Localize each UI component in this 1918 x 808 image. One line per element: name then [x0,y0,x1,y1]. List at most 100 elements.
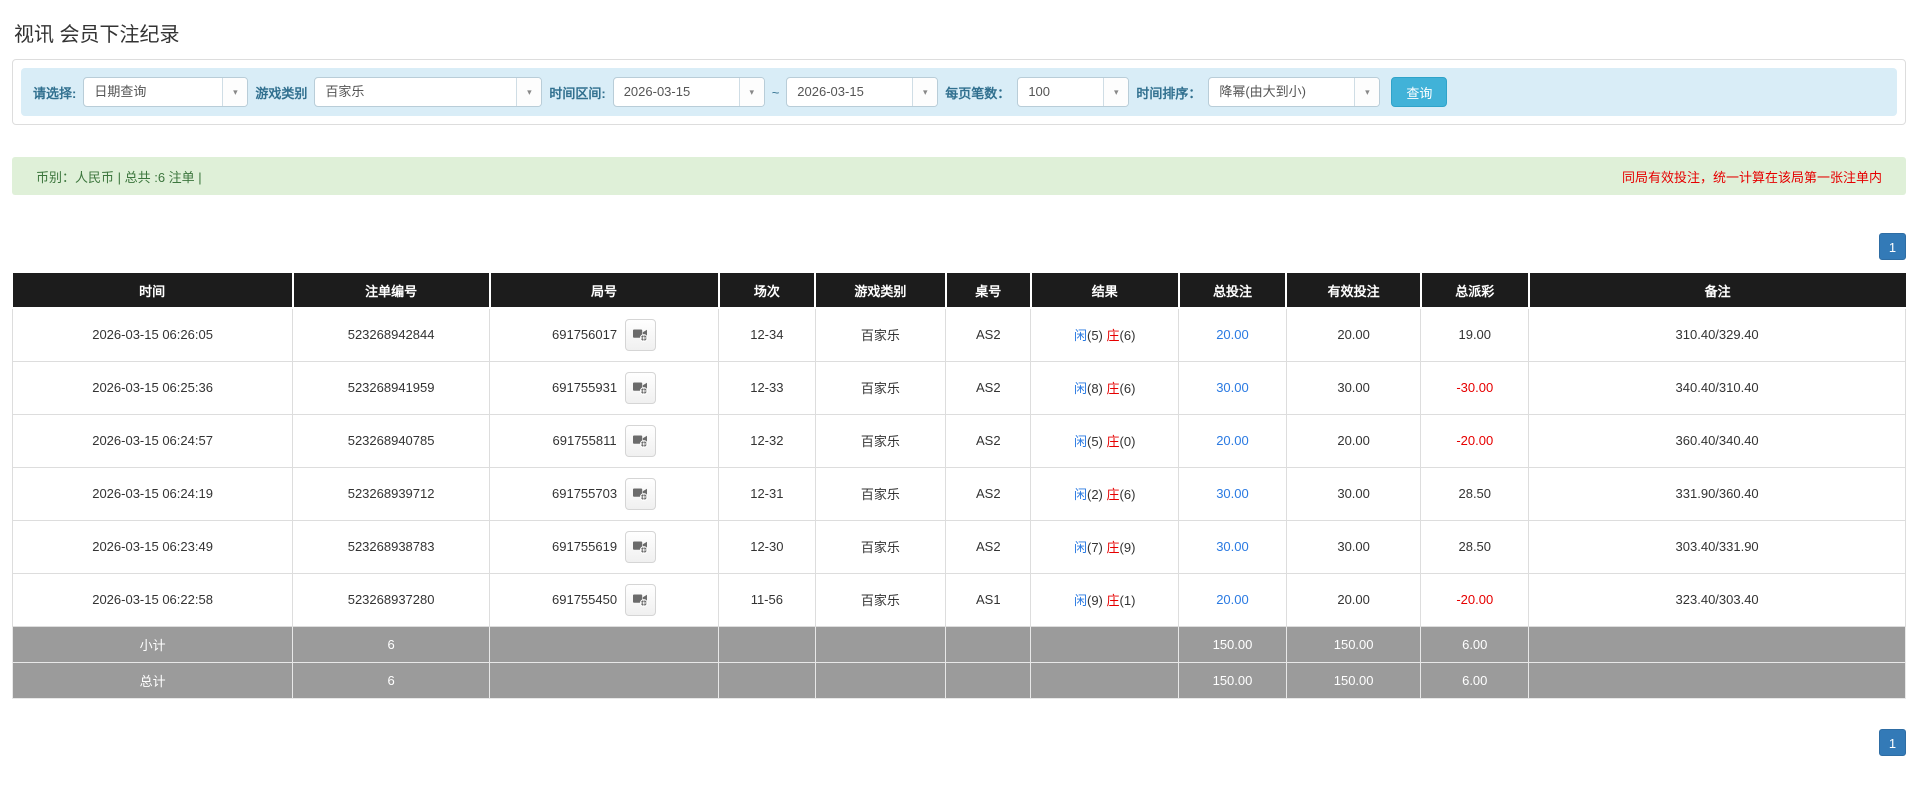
date-from-select[interactable]: 2026-03-15 ▾ [612,77,765,107]
result-banker-label: 庄 [1106,540,1120,555]
subtotal-valid-bet: 150.00 [1285,625,1422,663]
currency-total-text: 币别：人民币 | 总共 :6 注单 | [36,169,202,185]
cell-valid-bet: 30.00 [1285,360,1422,415]
table-row: 2026-03-15 06:24:57 523268940785 6917558… [11,413,1906,468]
result-player-label: 闲 [1073,487,1087,502]
chevron-down-icon[interactable]: ▾ [222,78,248,106]
cell-time: 2026-03-15 06:23:49 [11,519,294,574]
cell-total-bet: 20.00 [1178,413,1287,468]
cell-game-type: 百家乐 [814,572,947,627]
page-1-button[interactable]: 1 [1879,728,1906,756]
subtotal-row: 小计 6 150.00 150.00 6.00 [11,625,1906,663]
rule-note-text: 同局有效投注，统一计算在该局第一张注单内 [1621,169,1882,185]
result-banker-label: 庄 [1106,487,1120,502]
summary-bar: 币别：人民币 | 总共 :6 注单 | 同局有效投注，统一计算在该局第一张注单内 [12,157,1906,195]
search-button[interactable]: 查询 [1391,77,1448,107]
total-bet-link[interactable]: 30.00 [1216,539,1249,554]
total-bet-link[interactable]: 20.00 [1216,592,1249,607]
chevron-down-icon[interactable]: ▾ [912,78,938,106]
result-banker-label: 庄 [1106,381,1120,396]
page-1-button[interactable]: 1 [1879,233,1906,260]
result-player-label: 闲 [1073,540,1087,555]
sort-select[interactable]: 降幂(由大到小) ▾ [1208,77,1381,107]
date-to-select[interactable]: 2026-03-15 ▾ [786,77,939,107]
cell-total-bet: 30.00 [1178,466,1287,521]
col-header-4: 游戏类别 [814,273,947,309]
cell-round-id: 691755450 [489,572,720,627]
chevron-down-icon[interactable]: ▾ [1103,78,1129,106]
video-replay-button[interactable] [625,371,657,404]
chevron-down-icon[interactable]: ▾ [1354,78,1380,106]
page-size-value: 100 [1028,84,1051,99]
cell-payout: 28.50 [1420,466,1530,521]
cell-bet-id: 523268941959 [292,360,491,415]
cell-bet-id: 523268938783 [292,519,491,574]
subtotal-count: 6 [292,625,491,663]
col-header-0: 时间 [12,273,294,309]
total-total-bet: 150.00 [1178,661,1287,699]
video-replay-button[interactable] [625,318,657,351]
chevron-down-icon[interactable]: ▾ [516,78,542,106]
cell-time: 2026-03-15 06:26:05 [11,307,294,362]
cell-session: 12-33 [718,360,816,415]
video-replay-button[interactable] [625,583,657,616]
cell-remark: 331.90/360.40 [1528,466,1906,521]
video-replay-button[interactable] [624,424,656,457]
cell-payout: -20.00 [1420,572,1530,627]
query-type-select[interactable]: 日期查询 ▾ [83,77,249,107]
pagination-top: 1 [12,233,1906,260]
cell-payout: -20.00 [1420,413,1530,468]
cell-total-bet: 20.00 [1178,572,1287,627]
filter-bar: 请选择: 日期查询 ▾ 游戏类别 百家乐 ▾ 时间区间: 2026-03-15 … [21,68,1897,116]
total-bet-link[interactable]: 20.00 [1216,327,1249,343]
cell-remark: 323.40/303.40 [1528,572,1906,627]
col-header-1: 注单编号 [291,273,491,309]
cell-result: 闲(7) 庄(9) [1030,519,1180,574]
cell-round-id: 691755703 [489,466,720,521]
query-type-value: 日期查询 [94,84,147,99]
cell-valid-bet: 30.00 [1285,466,1422,521]
total-bet-link[interactable]: 30.00 [1216,380,1249,395]
film-camera-icon [633,382,648,395]
cell-time: 2026-03-15 06:22:58 [11,572,294,627]
cell-bet-id: 523268940785 [292,413,491,468]
page-title: 视讯 会员下注纪录 [14,24,180,46]
cell-valid-bet: 30.00 [1285,519,1422,574]
total-valid-bet: 150.00 [1285,661,1422,699]
film-camera-icon [633,488,648,501]
result-player-label: 闲 [1073,434,1087,449]
cell-result: 闲(5) 庄(0) [1030,413,1180,468]
cell-round-id: 691756017 [489,307,720,362]
col-header-7: 总投注 [1177,273,1288,309]
game-type-label: 游戏类别 [255,85,308,101]
cell-bet-id: 523268939712 [292,466,491,521]
col-header-3: 场次 [717,273,817,309]
total-bet-link[interactable]: 30.00 [1216,486,1249,501]
bet-records-table: 时间 注单编号 局号 场次 游戏类别 桌号 结果 总投注 有效投注 总派彩 备注 2026-03-1… [11,273,1906,699]
video-replay-button[interactable] [625,530,657,563]
game-type-select[interactable]: 百家乐 ▾ [314,77,543,107]
cell-table-no: AS2 [945,466,1032,521]
total-payout: 6.00 [1420,661,1530,699]
cell-result: 闲(8) 庄(6) [1030,360,1180,415]
video-replay-button[interactable] [625,477,657,510]
chevron-down-icon[interactable]: ▾ [738,78,764,106]
cell-result: 闲(5) 庄(6) [1030,307,1180,362]
cell-round-id: 691755619 [489,519,720,574]
total-bet-link[interactable]: 20.00 [1216,433,1249,448]
cell-table-no: AS2 [945,413,1032,468]
result-banker-label: 庄 [1106,434,1120,449]
filter-panel: 请选择: 日期查询 ▾ 游戏类别 百家乐 ▾ 时间区间: 2026-03-15 … [12,59,1906,125]
result-banker-label: 庄 [1106,593,1120,608]
cell-table-no: AS1 [945,572,1032,627]
result-banker-label: 庄 [1106,328,1120,344]
cell-table-no: AS2 [945,360,1032,415]
cell-session: 12-31 [718,466,816,521]
pagination-bottom: 1 [12,728,1906,756]
cell-game-type: 百家乐 [814,307,947,362]
cell-valid-bet: 20.00 [1285,572,1422,627]
cell-bet-id: 523268937280 [292,572,491,627]
film-camera-icon [633,594,648,607]
cell-result: 闲(9) 庄(1) [1030,572,1180,627]
page-size-select[interactable]: 100 ▾ [1017,77,1130,107]
